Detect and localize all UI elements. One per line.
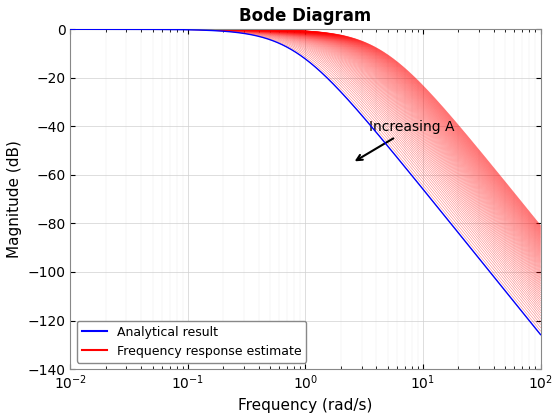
Title: Bode Diagram: Bode Diagram	[239, 7, 372, 25]
X-axis label: Frequency (rad/s): Frequency (rad/s)	[238, 398, 372, 413]
Y-axis label: Magnitude (dB): Magnitude (dB)	[7, 140, 22, 258]
Legend: Analytical result, Frequency response estimate: Analytical result, Frequency response es…	[77, 320, 306, 363]
Text: Increasing A: Increasing A	[357, 120, 455, 160]
